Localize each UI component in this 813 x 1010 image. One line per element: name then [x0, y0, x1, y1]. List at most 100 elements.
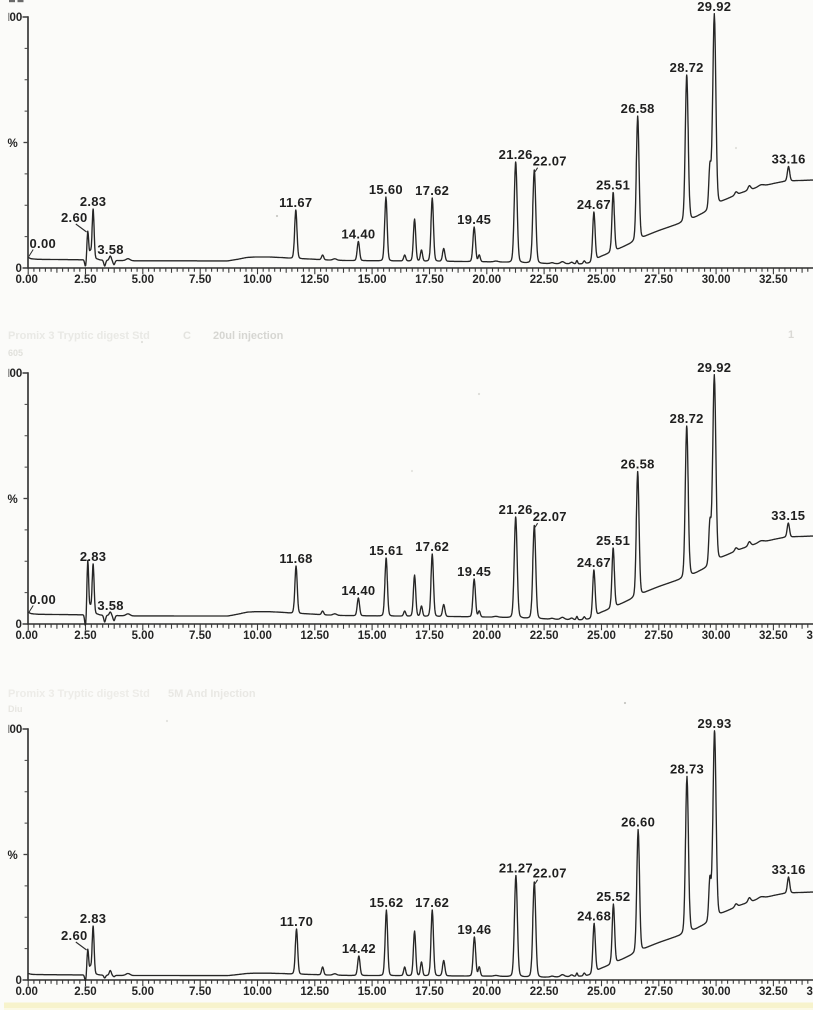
svg-text:%: % [8, 850, 18, 862]
svg-text:25.51: 25.51 [596, 533, 630, 548]
svg-text:26.58: 26.58 [621, 457, 655, 472]
svg-text:11.67: 11.67 [279, 195, 312, 210]
svg-text:33.16: 33.16 [772, 862, 806, 877]
svg-text:33.16: 33.16 [772, 152, 806, 167]
svg-text:17.50: 17.50 [415, 986, 444, 998]
svg-text:25.52: 25.52 [596, 889, 630, 904]
svg-text:15.00: 15.00 [358, 986, 387, 998]
svg-text:0: 0 [16, 975, 22, 987]
svg-text:22.50: 22.50 [530, 986, 559, 998]
svg-text:35: 35 [807, 630, 813, 642]
svg-text:Promix 3 Tryptic digest Std: Promix 3 Tryptic digest Std [8, 688, 150, 700]
svg-text:15.00: 15.00 [358, 630, 387, 642]
svg-text:26.60: 26.60 [621, 815, 655, 830]
svg-text:15.00: 15.00 [358, 274, 387, 286]
svg-text:7.50: 7.50 [189, 274, 211, 286]
svg-text:2.83: 2.83 [80, 911, 107, 926]
svg-text:25.00: 25.00 [587, 630, 616, 642]
svg-text:0.00: 0.00 [16, 986, 38, 998]
svg-text:2.50: 2.50 [74, 274, 96, 286]
svg-text:19.45: 19.45 [457, 212, 491, 227]
svg-text:30.00: 30.00 [702, 274, 731, 286]
svg-text:3.58: 3.58 [97, 598, 124, 613]
svg-text:Promix 3 Tryptic digest Std: Promix 3 Tryptic digest Std [8, 330, 150, 342]
svg-text:10.00: 10.00 [243, 986, 272, 998]
svg-text:29.93: 29.93 [697, 716, 731, 731]
svg-text:12.50: 12.50 [300, 274, 329, 286]
svg-text:22.50: 22.50 [530, 274, 559, 286]
svg-text:5.00: 5.00 [132, 630, 154, 642]
svg-text:29.92: 29.92 [697, 360, 731, 375]
svg-text:5.00: 5.00 [132, 986, 154, 998]
svg-text:21.27: 21.27 [499, 861, 533, 876]
svg-text:%: % [8, 494, 18, 506]
svg-text:24.67: 24.67 [577, 555, 611, 570]
svg-text:15.62: 15.62 [369, 895, 403, 910]
svg-text:25.51: 25.51 [596, 178, 630, 193]
svg-text:17.62: 17.62 [415, 539, 449, 554]
svg-text:2.83: 2.83 [80, 549, 107, 564]
svg-text:20ul injection: 20ul injection [213, 330, 284, 342]
svg-text:605: 605 [8, 348, 23, 358]
svg-text:29.92: 29.92 [697, 0, 731, 14]
svg-text:25.00: 25.00 [587, 986, 616, 998]
svg-text:0.00: 0.00 [16, 630, 38, 642]
svg-text:19.46: 19.46 [457, 922, 491, 937]
svg-text:3.58: 3.58 [97, 242, 124, 257]
svg-text:0.00: 0.00 [16, 274, 38, 286]
svg-text:17.62: 17.62 [415, 183, 449, 198]
svg-text:17.50: 17.50 [415, 274, 444, 286]
svg-text:30.00: 30.00 [702, 630, 731, 642]
svg-text:11.70: 11.70 [280, 914, 313, 929]
svg-text:28.72: 28.72 [670, 411, 704, 426]
svg-text:22.07: 22.07 [533, 509, 567, 524]
svg-text:14.42: 14.42 [342, 941, 376, 956]
svg-text:27.50: 27.50 [644, 274, 673, 286]
svg-text:17.50: 17.50 [415, 630, 444, 642]
svg-text:20.00: 20.00 [472, 986, 501, 998]
svg-text:33.15: 33.15 [771, 508, 805, 523]
svg-text:0: 0 [16, 619, 22, 631]
svg-text:25.00: 25.00 [587, 274, 616, 286]
svg-text:21.26: 21.26 [499, 502, 533, 517]
svg-text:26.58: 26.58 [621, 101, 655, 116]
svg-text:10.00: 10.00 [243, 274, 272, 286]
svg-text:0.00: 0.00 [30, 236, 57, 251]
svg-text:32.50: 32.50 [759, 986, 788, 998]
svg-text:2.60: 2.60 [61, 928, 88, 943]
svg-text:%: % [8, 138, 18, 150]
svg-text:00: 00 [10, 12, 23, 24]
svg-text:30.00: 30.00 [702, 986, 731, 998]
svg-text:14.40: 14.40 [341, 227, 375, 242]
svg-text:32.50: 32.50 [759, 274, 788, 286]
svg-text:5M And Injection: 5M And Injection [168, 688, 256, 700]
svg-text:17.62: 17.62 [415, 895, 449, 910]
svg-text:12.50: 12.50 [300, 986, 329, 998]
svg-text:1: 1 [788, 329, 794, 341]
svg-text:32.50: 32.50 [759, 630, 788, 642]
svg-text:14.40: 14.40 [341, 583, 375, 598]
svg-text:C: C [183, 330, 191, 342]
svg-text:27.50: 27.50 [644, 986, 673, 998]
svg-text:Diu: Diu [8, 704, 23, 714]
svg-text:20.00: 20.00 [472, 274, 501, 286]
svg-text:28.72: 28.72 [670, 60, 704, 75]
svg-text:22.07: 22.07 [533, 154, 567, 169]
svg-text:20.00: 20.00 [472, 630, 501, 642]
svg-text:24.67: 24.67 [577, 197, 611, 212]
svg-text:10.00: 10.00 [243, 630, 272, 642]
svg-text:2.60: 2.60 [61, 210, 88, 225]
svg-text:15.61: 15.61 [369, 543, 403, 558]
svg-text:00: 00 [10, 368, 23, 380]
svg-text:5.00: 5.00 [132, 274, 154, 286]
svg-text:21.26: 21.26 [499, 147, 533, 162]
svg-text:24.68: 24.68 [577, 909, 611, 924]
svg-text:28.73: 28.73 [670, 762, 704, 777]
svg-text:15.60: 15.60 [369, 182, 403, 197]
svg-text:27.50: 27.50 [644, 630, 673, 642]
svg-text:2.50: 2.50 [74, 630, 96, 642]
svg-text:0: 0 [16, 263, 22, 275]
svg-text:2.83: 2.83 [80, 194, 107, 209]
svg-text:12.50: 12.50 [300, 630, 329, 642]
svg-text:7.50: 7.50 [189, 630, 211, 642]
